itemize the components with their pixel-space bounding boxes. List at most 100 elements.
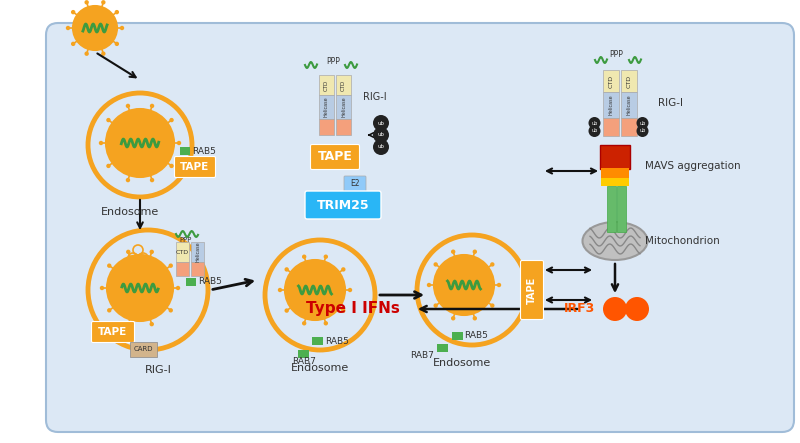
Text: CTD: CTD — [341, 79, 346, 91]
Text: Type I IFNs: Type I IFNs — [306, 302, 400, 316]
FancyBboxPatch shape — [601, 168, 629, 178]
Text: CTD: CTD — [626, 74, 631, 88]
Circle shape — [169, 308, 173, 312]
Circle shape — [434, 255, 494, 315]
Text: CTD: CTD — [609, 74, 614, 88]
FancyBboxPatch shape — [310, 144, 359, 170]
Circle shape — [637, 117, 649, 129]
Text: PPP: PPP — [326, 57, 340, 66]
Circle shape — [373, 139, 389, 155]
Circle shape — [285, 267, 289, 272]
Text: RAB5: RAB5 — [325, 337, 349, 346]
FancyBboxPatch shape — [344, 176, 366, 192]
Circle shape — [348, 288, 352, 292]
Text: Helicase: Helicase — [341, 97, 346, 117]
Bar — [298, 350, 309, 358]
Text: RIG-I: RIG-I — [145, 365, 171, 375]
Circle shape — [341, 308, 346, 313]
Circle shape — [107, 264, 111, 268]
Circle shape — [497, 283, 501, 287]
Text: RIG-I: RIG-I — [363, 92, 386, 102]
Circle shape — [107, 255, 173, 321]
Circle shape — [169, 264, 173, 268]
Text: RAB7: RAB7 — [410, 351, 434, 361]
FancyBboxPatch shape — [174, 156, 215, 178]
Bar — [180, 147, 190, 155]
Circle shape — [85, 51, 89, 56]
Circle shape — [285, 308, 289, 313]
Circle shape — [150, 322, 154, 326]
FancyBboxPatch shape — [319, 119, 334, 135]
Text: Helicase: Helicase — [609, 95, 614, 115]
Circle shape — [302, 255, 306, 259]
Text: RAB5: RAB5 — [464, 331, 488, 341]
FancyBboxPatch shape — [600, 145, 630, 169]
FancyBboxPatch shape — [319, 75, 334, 95]
Circle shape — [451, 316, 455, 320]
Ellipse shape — [582, 222, 647, 260]
Text: ub: ub — [378, 132, 385, 137]
Circle shape — [114, 42, 119, 46]
Circle shape — [126, 250, 130, 254]
Circle shape — [66, 26, 70, 30]
Circle shape — [373, 127, 389, 143]
Circle shape — [71, 10, 75, 14]
Text: ub: ub — [378, 120, 385, 125]
Circle shape — [434, 303, 438, 308]
Text: ub: ub — [639, 128, 646, 133]
Text: ub: ub — [591, 128, 598, 133]
Circle shape — [341, 267, 346, 272]
Text: TAPE: TAPE — [180, 162, 210, 172]
FancyBboxPatch shape — [305, 191, 381, 219]
FancyBboxPatch shape — [336, 95, 350, 119]
Text: Mitochondrion: Mitochondrion — [645, 236, 720, 246]
Circle shape — [114, 10, 119, 14]
FancyBboxPatch shape — [603, 92, 619, 118]
Circle shape — [490, 262, 494, 267]
Circle shape — [589, 125, 601, 137]
Bar — [452, 332, 463, 340]
Circle shape — [100, 286, 104, 290]
Bar — [437, 344, 448, 352]
Circle shape — [278, 288, 282, 292]
Text: Helicase: Helicase — [195, 242, 200, 262]
Text: Endosome: Endosome — [101, 207, 159, 217]
Circle shape — [71, 42, 75, 46]
FancyBboxPatch shape — [603, 70, 619, 92]
Circle shape — [150, 104, 154, 108]
Circle shape — [177, 141, 182, 145]
Bar — [186, 278, 196, 286]
Circle shape — [176, 286, 180, 290]
Text: RAB7: RAB7 — [292, 357, 316, 365]
Circle shape — [107, 308, 111, 312]
FancyBboxPatch shape — [190, 242, 204, 262]
Text: IRF3: IRF3 — [564, 303, 595, 315]
Text: Endosome: Endosome — [433, 358, 491, 368]
Circle shape — [473, 316, 477, 320]
Circle shape — [170, 118, 174, 122]
Circle shape — [324, 321, 328, 326]
Text: RAB5: RAB5 — [198, 277, 222, 287]
Circle shape — [106, 118, 110, 122]
Circle shape — [637, 125, 649, 137]
Circle shape — [170, 164, 174, 168]
FancyBboxPatch shape — [91, 322, 134, 342]
Text: CTD: CTD — [176, 249, 189, 254]
FancyBboxPatch shape — [601, 178, 629, 186]
Text: Endosome: Endosome — [291, 363, 349, 373]
Circle shape — [324, 255, 328, 259]
FancyBboxPatch shape — [319, 95, 334, 119]
FancyBboxPatch shape — [617, 186, 626, 232]
Circle shape — [451, 249, 455, 254]
Bar — [312, 337, 323, 345]
FancyBboxPatch shape — [521, 260, 543, 319]
Text: RIG-I: RIG-I — [658, 98, 683, 108]
FancyBboxPatch shape — [606, 186, 615, 232]
FancyBboxPatch shape — [603, 118, 619, 136]
Circle shape — [434, 262, 438, 267]
Circle shape — [473, 249, 477, 254]
Circle shape — [625, 297, 649, 321]
FancyBboxPatch shape — [46, 23, 794, 432]
Circle shape — [589, 117, 601, 129]
FancyBboxPatch shape — [622, 92, 637, 118]
